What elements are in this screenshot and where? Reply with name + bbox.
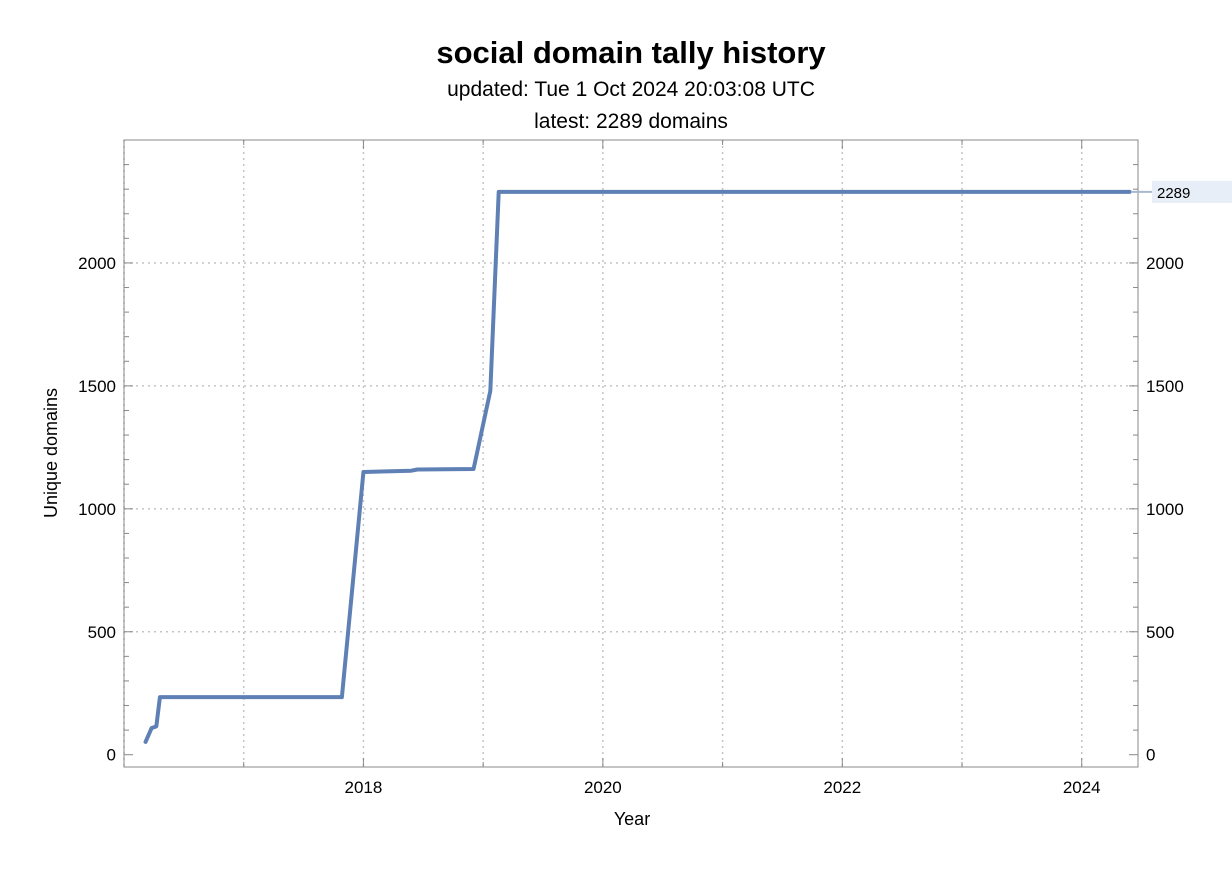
x-axis-label: Year <box>614 809 650 829</box>
chart-subtitle-updated: updated: Tue 1 Oct 2024 20:03:08 UTC <box>447 78 815 101</box>
y-axis-label: Unique domains <box>41 388 61 518</box>
x-tick-label: 2022 <box>823 778 861 797</box>
last-value-callout: 2289 <box>1132 180 1232 203</box>
y-tick-label-left: 2000 <box>78 254 116 273</box>
x-tick-label: 2020 <box>584 778 622 797</box>
y-tick-label-right: 500 <box>1146 623 1174 642</box>
series-line <box>143 189 1132 744</box>
y-tick-label-right: 0 <box>1146 746 1155 765</box>
y-tick-label-left: 1500 <box>78 377 116 396</box>
y-tick-label-right: 2000 <box>1146 254 1184 273</box>
chart-subtitle-latest: latest: 2289 domains <box>534 110 728 133</box>
y-tick-label-right: 1500 <box>1146 377 1184 396</box>
y-tick-label-left: 500 <box>88 623 116 642</box>
y-tick-label-left: 1000 <box>78 500 116 519</box>
y-tick-label-right: 1000 <box>1146 500 1184 519</box>
callout-box <box>1152 180 1232 203</box>
y-tick-label-left: 0 <box>107 746 116 765</box>
x-tick-label: 2018 <box>345 778 383 797</box>
axis-ticks <box>123 140 1138 767</box>
gridlines <box>123 140 1138 767</box>
plot-frame <box>123 139 1139 768</box>
x-tick-label: 2024 <box>1063 778 1101 797</box>
chart-title: social domain tally history <box>436 35 826 70</box>
last-value-label: 2289 <box>1157 185 1190 202</box>
tick-labels: 2018 2020 2022 2024 0 0 500 500 1000 1000 1500 1500… <box>78 254 1184 797</box>
